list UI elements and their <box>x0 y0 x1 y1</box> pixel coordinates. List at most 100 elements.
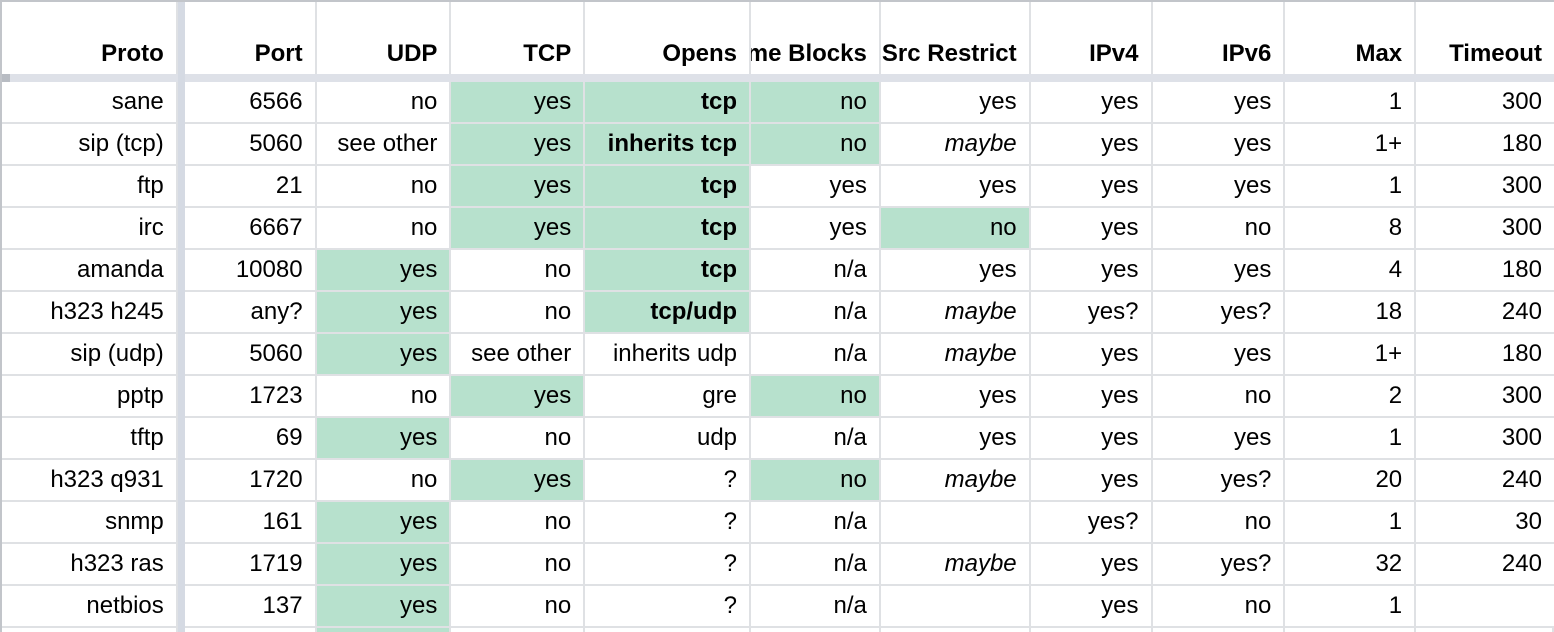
cell-nfct[interactable]: yes <box>880 418 1031 458</box>
cell-tcp[interactable]: no <box>451 292 586 332</box>
cell-max[interactable]: 1 <box>1285 82 1417 122</box>
cell-ipv4[interactable]: yes? <box>1030 292 1153 332</box>
header-chrome-blocks[interactable]: Chrome Blocks <box>751 2 881 74</box>
cell-ipv4[interactable]: yes <box>1030 124 1153 164</box>
cell-chrome[interactable]: n/a <box>751 250 881 290</box>
cell-ipv4[interactable]: yes <box>1030 250 1153 290</box>
cell-opens[interactable] <box>585 628 752 632</box>
cell-chrome[interactable] <box>751 628 881 632</box>
cell-max[interactable]: 1+ <box>1285 334 1417 374</box>
cell-ipv4[interactable]: yes <box>1030 376 1153 416</box>
cell-ipv6[interactable]: yes <box>1152 124 1286 164</box>
cell-chrome[interactable]: n/a <box>751 586 881 626</box>
cell-port[interactable]: 69 <box>184 418 317 458</box>
cell-ipv6[interactable]: yes? <box>1152 544 1286 584</box>
cell-udp[interactable]: no <box>316 208 452 248</box>
cell-proto[interactable]: irc <box>2 208 178 248</box>
cell-ipv4[interactable]: yes <box>1030 460 1153 500</box>
cell-port[interactable]: 1720 <box>184 460 317 500</box>
cell-tcp[interactable]: no <box>451 250 586 290</box>
cell-udp[interactable]: yes <box>316 418 452 458</box>
cell-nfct[interactable]: maybe <box>880 460 1031 500</box>
cell-timeout[interactable]: 180 <box>1416 250 1554 290</box>
cell-port[interactable]: 1723 <box>184 376 317 416</box>
cell-max[interactable]: 1 <box>1285 418 1417 458</box>
cell-nfct[interactable]: maybe <box>880 292 1031 332</box>
cell-max[interactable]: 1 <box>1285 502 1417 542</box>
cell-udp[interactable]: yes <box>316 250 452 290</box>
cell-max[interactable]: 8 <box>1285 208 1417 248</box>
cell-max[interactable]: 4 <box>1285 250 1417 290</box>
header-ipv6[interactable]: IPv6 <box>1152 2 1286 74</box>
cell-opens[interactable]: ? <box>585 586 752 626</box>
cell-max[interactable]: 1+ <box>1285 124 1417 164</box>
cell-max[interactable]: 18 <box>1285 292 1417 332</box>
cell-timeout[interactable]: 300 <box>1416 208 1554 248</box>
cell-ipv6[interactable]: yes <box>1152 334 1286 374</box>
cell-proto[interactable]: sip (udp) <box>2 334 178 374</box>
cell-tcp[interactable]: yes <box>451 208 586 248</box>
cell-max[interactable]: 1 <box>1285 166 1417 206</box>
cell-udp[interactable]: yes <box>316 502 452 542</box>
header-max[interactable]: Max <box>1285 2 1417 74</box>
cell-tcp[interactable]: no <box>451 502 586 542</box>
cell-opens[interactable]: ? <box>585 502 752 542</box>
cell-timeout[interactable] <box>1416 586 1554 626</box>
cell-port[interactable]: 6566 <box>184 82 317 122</box>
cell-nfct[interactable]: maybe <box>880 124 1031 164</box>
cell-proto[interactable]: amanda <box>2 250 178 290</box>
header-port[interactable]: Port <box>184 2 317 74</box>
cell-max[interactable]: 32 <box>1285 544 1417 584</box>
frozen-row-divider[interactable] <box>2 74 1554 82</box>
header-udp[interactable]: UDP <box>316 2 452 74</box>
cell-tcp[interactable]: yes <box>451 376 586 416</box>
cell-opens[interactable]: inherits tcp <box>585 124 752 164</box>
cell-udp[interactable]: yes <box>316 586 452 626</box>
cell-opens[interactable]: tcp <box>585 82 752 122</box>
cell-max[interactable]: 1 <box>1285 586 1417 626</box>
header-proto[interactable]: Proto <box>2 2 178 74</box>
cell-timeout[interactable]: 180 <box>1416 334 1554 374</box>
cell-port[interactable]: 21 <box>184 166 317 206</box>
cell-proto[interactable]: h323 h245 <box>2 292 178 332</box>
cell-proto[interactable] <box>2 628 178 632</box>
cell-nfct[interactable]: yes <box>880 250 1031 290</box>
header-timeout[interactable]: Timeout <box>1416 2 1554 74</box>
cell-ipv6[interactable]: yes <box>1152 166 1286 206</box>
cell-proto[interactable]: netbios <box>2 586 178 626</box>
cell-proto[interactable]: h323 ras <box>2 544 178 584</box>
cell-port[interactable] <box>184 628 317 632</box>
cell-timeout[interactable]: 180 <box>1416 124 1554 164</box>
cell-ipv4[interactable] <box>1030 628 1153 632</box>
cell-nfct[interactable] <box>880 586 1031 626</box>
cell-opens[interactable]: ? <box>585 460 752 500</box>
cell-nfct[interactable]: yes <box>880 166 1031 206</box>
cell-timeout[interactable]: 300 <box>1416 166 1554 206</box>
cell-port[interactable]: 5060 <box>184 124 317 164</box>
cell-timeout[interactable]: 300 <box>1416 418 1554 458</box>
cell-nfct[interactable] <box>880 628 1031 632</box>
cell-tcp[interactable]: yes <box>451 82 586 122</box>
cell-nfct[interactable]: yes <box>880 82 1031 122</box>
cell-opens[interactable]: gre <box>585 376 752 416</box>
cell-proto[interactable]: sane <box>2 82 178 122</box>
cell-ipv4[interactable]: yes <box>1030 544 1153 584</box>
cell-ipv6[interactable]: yes? <box>1152 292 1286 332</box>
cell-tcp[interactable]: yes <box>451 460 586 500</box>
header-ipv4[interactable]: IPv4 <box>1030 2 1153 74</box>
cell-chrome[interactable]: n/a <box>751 502 881 542</box>
header-tcp[interactable]: TCP <box>451 2 586 74</box>
cell-ipv4[interactable]: yes <box>1030 208 1153 248</box>
header-nfct-src-restrict[interactable]: NFCT Src Restrict <box>880 2 1031 74</box>
cell-port[interactable]: 137 <box>184 586 317 626</box>
cell-ipv6[interactable]: no <box>1152 208 1286 248</box>
cell-ipv4[interactable]: yes <box>1030 418 1153 458</box>
cell-ipv6[interactable]: no <box>1152 376 1286 416</box>
cell-ipv6[interactable]: no <box>1152 502 1286 542</box>
cell-chrome[interactable]: n/a <box>751 418 881 458</box>
cell-tcp[interactable]: see other <box>451 334 586 374</box>
header-opens[interactable]: Opens <box>585 2 752 74</box>
cell-max[interactable] <box>1285 628 1417 632</box>
cell-port[interactable]: 5060 <box>184 334 317 374</box>
cell-chrome[interactable]: no <box>751 376 881 416</box>
